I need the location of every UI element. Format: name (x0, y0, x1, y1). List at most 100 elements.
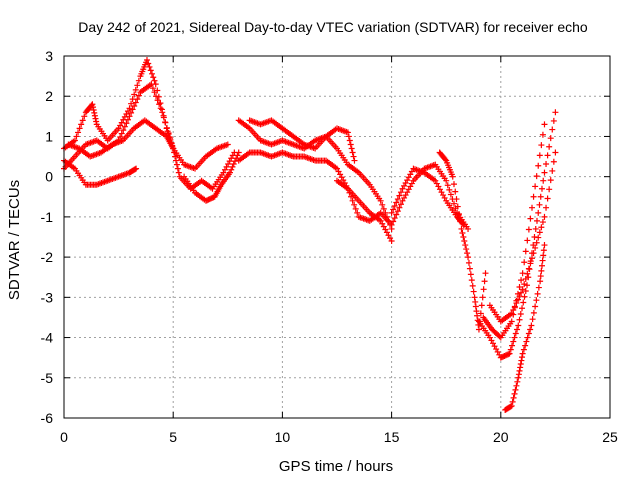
data-point (517, 310, 524, 317)
data-point (118, 130, 125, 137)
data-point (462, 242, 469, 249)
data-point (539, 219, 546, 226)
data-point (131, 91, 138, 98)
data-point (131, 102, 138, 109)
data-point (540, 247, 547, 254)
data-point (550, 117, 557, 124)
data-point (128, 100, 135, 107)
data-point (510, 306, 517, 313)
data-point (346, 137, 353, 144)
data-point (465, 225, 472, 232)
data-point (388, 238, 395, 245)
data-point (541, 213, 548, 220)
data-point (519, 350, 526, 357)
data-point (379, 201, 386, 208)
series-track-o (502, 242, 548, 413)
series-track-i (334, 161, 472, 232)
y-tick-label: 1 (45, 128, 53, 144)
data-point (388, 209, 395, 216)
data-point (536, 152, 543, 159)
data-point (514, 378, 521, 385)
data-point (539, 257, 546, 264)
data-point (541, 121, 548, 128)
data-point (527, 260, 534, 267)
data-point (390, 218, 397, 225)
data-point (470, 288, 477, 295)
data-point (522, 275, 529, 282)
data-point (507, 346, 514, 353)
data-point (156, 101, 163, 108)
data-point (446, 186, 453, 193)
data-point (162, 119, 169, 126)
data-point (535, 234, 542, 241)
data-point (511, 334, 518, 341)
series-track-c (61, 157, 140, 188)
data-point (538, 142, 545, 149)
y-tick-label: 2 (45, 88, 53, 104)
data-point (234, 152, 241, 159)
data-point (135, 92, 142, 99)
data-point (351, 201, 358, 208)
data-point (174, 165, 181, 172)
chart-grid (64, 56, 610, 418)
data-point (134, 96, 141, 103)
data-point (535, 209, 542, 216)
data-point (530, 193, 537, 200)
data-point (538, 224, 545, 231)
chart-title: Day 242 of 2021, Sidereal Day-to-day VTE… (78, 19, 588, 35)
data-point (517, 360, 524, 367)
data-point (522, 288, 529, 295)
data-point (496, 333, 503, 340)
data-point (514, 326, 521, 333)
data-point (519, 305, 526, 312)
series-track-f (235, 117, 395, 232)
x-tick-label: 25 (602, 429, 618, 445)
data-point (465, 259, 472, 266)
data-point (516, 316, 523, 323)
data-point (472, 298, 479, 305)
data-point (132, 99, 139, 106)
data-point (345, 133, 352, 140)
data-point (128, 109, 135, 116)
data-point (457, 218, 464, 225)
data-point (510, 338, 517, 345)
data-point (90, 107, 97, 114)
data-point (513, 300, 520, 307)
series-track-m (480, 121, 548, 341)
data-point (538, 185, 545, 192)
data-point (537, 278, 544, 285)
data-point (134, 82, 141, 89)
data-point (515, 374, 522, 381)
data-point (535, 162, 542, 169)
data-point (547, 177, 554, 184)
data-point (159, 109, 166, 116)
data-point (469, 282, 476, 289)
data-point (121, 123, 128, 130)
data-point (465, 254, 472, 261)
y-tick-label: -3 (41, 289, 54, 305)
data-point (547, 135, 554, 142)
data-point (525, 330, 532, 337)
data-point (349, 149, 356, 156)
data-point (397, 189, 404, 196)
data-point (514, 296, 521, 303)
series-track-d (65, 117, 177, 160)
data-point (481, 278, 488, 285)
data-point (163, 124, 170, 131)
data-point (516, 283, 523, 290)
data-point (536, 229, 543, 236)
data-point (93, 118, 100, 125)
data-point (533, 173, 540, 180)
data-point (466, 265, 473, 272)
y-tick-label: -2 (41, 249, 54, 265)
data-point (540, 252, 547, 259)
data-point (354, 209, 361, 216)
data-point (126, 105, 133, 112)
data-point (73, 133, 80, 140)
data-point (524, 270, 531, 277)
data-point (525, 226, 532, 233)
data-point (224, 141, 231, 148)
data-point (535, 284, 542, 291)
